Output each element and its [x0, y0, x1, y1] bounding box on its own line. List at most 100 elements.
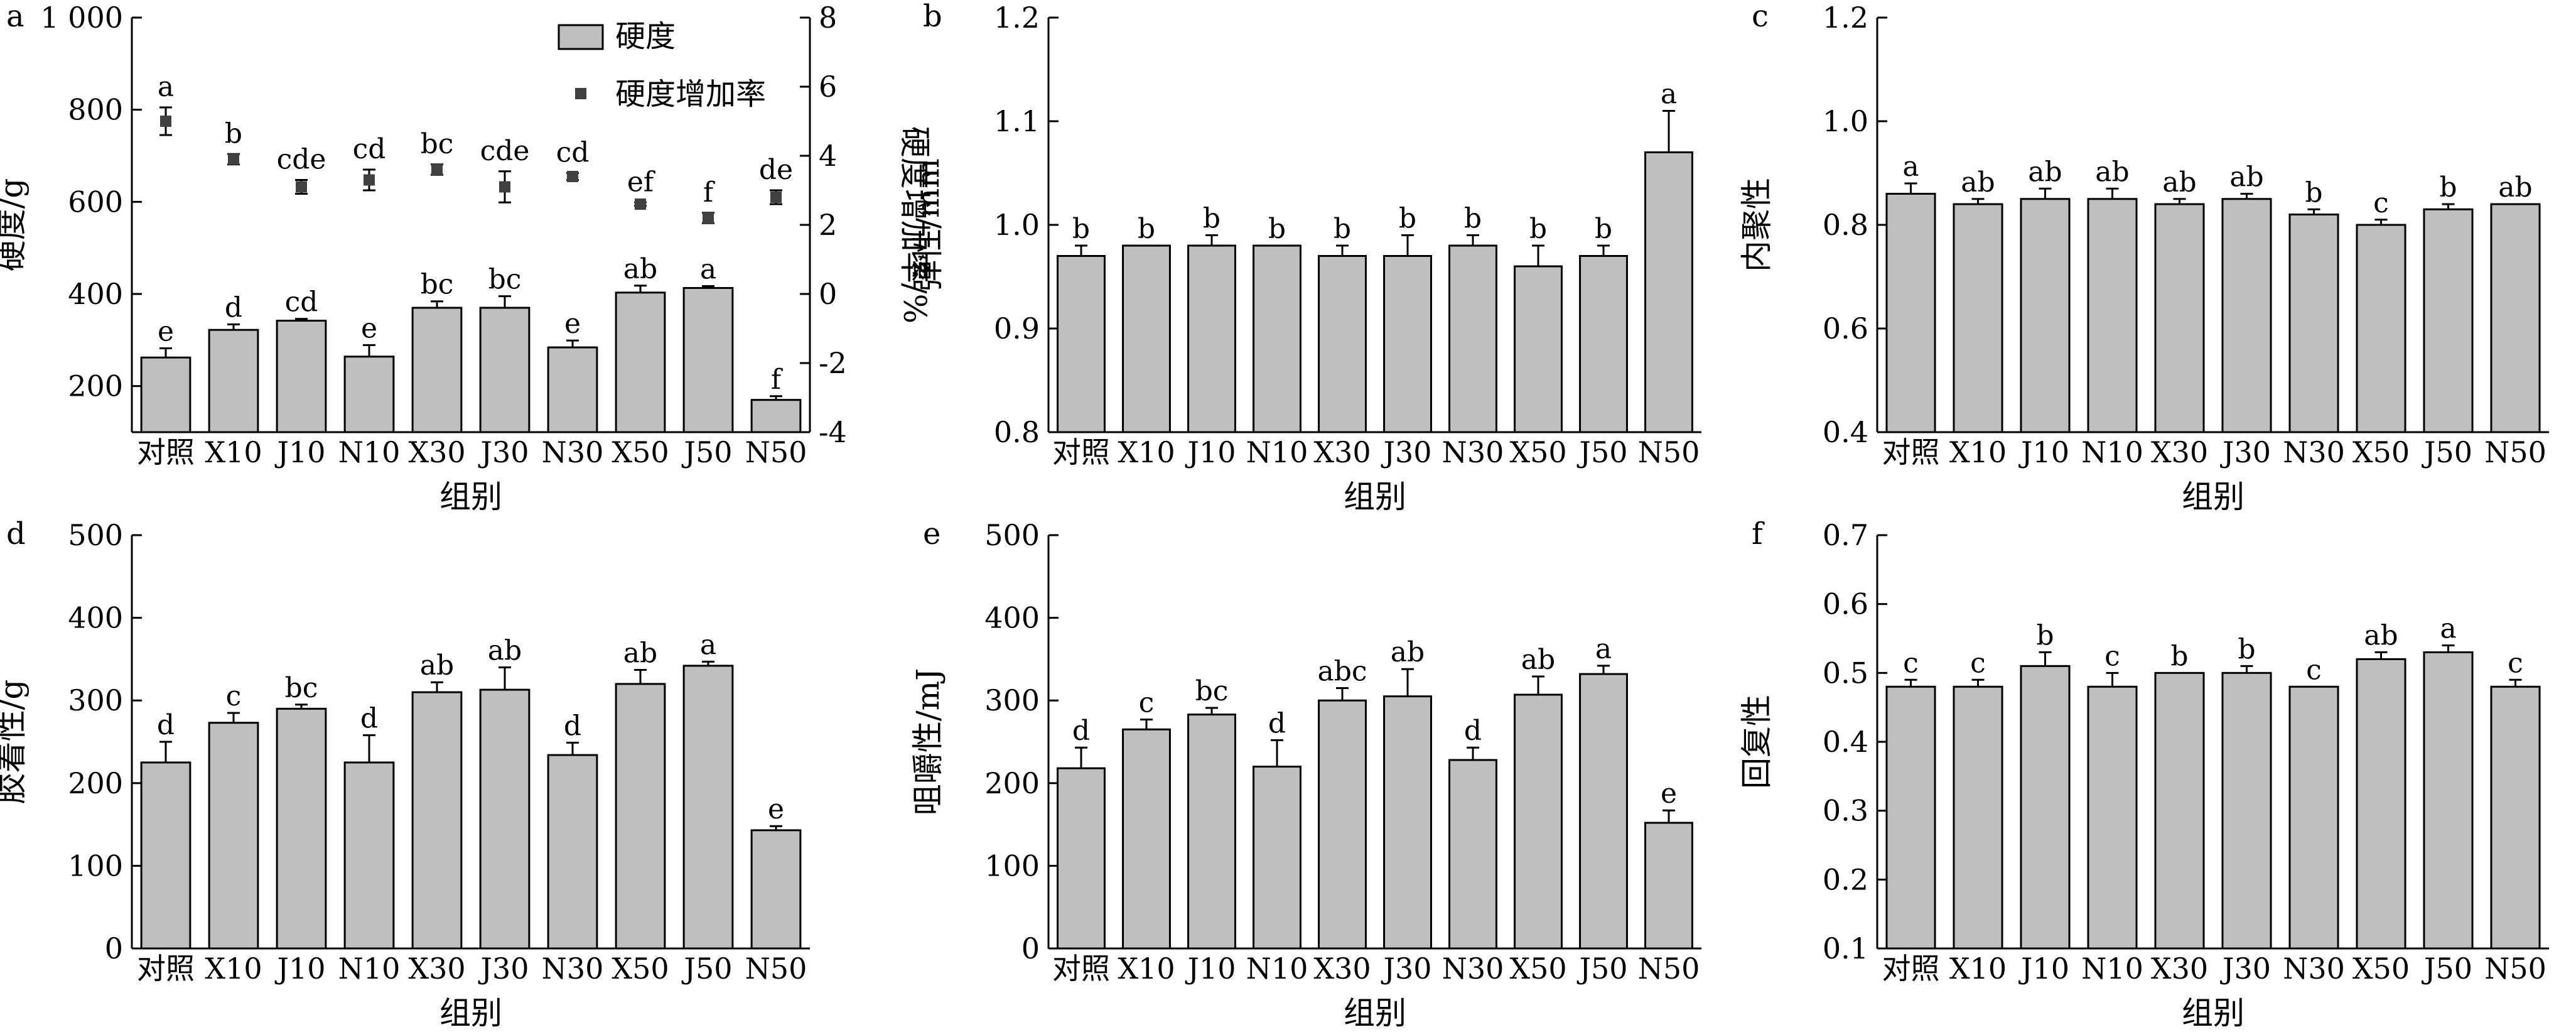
- x-tick-label: J50: [2422, 435, 2472, 469]
- significance-label: b: [1464, 203, 1482, 235]
- x-tick-label: N50: [745, 952, 807, 986]
- significance-label: a: [2440, 612, 2456, 644]
- y-tick-label: 500: [984, 518, 1040, 552]
- panel-e: 0 100 200 300 400 500 e 咀嚼性/mJ 组别 对照 d X10 c J10 bc N10…: [910, 516, 1701, 1031]
- bar: [1448, 244, 1497, 433]
- bar: [682, 286, 734, 433]
- bar: [1318, 699, 1367, 950]
- panel-d: 0 100 200 300 400 500 d 胶着性/g 组别 对照 d X10 c J10 bc N10 d…: [0, 516, 810, 1031]
- significance-label: d: [1464, 715, 1482, 747]
- y-tick-label: 1.1: [994, 104, 1040, 138]
- x-tick-label: X30: [1313, 952, 1371, 986]
- y-tick-label: 200: [68, 369, 123, 403]
- y-tick-label: 200: [68, 766, 123, 800]
- y-tick-label: 0.4: [1823, 415, 1868, 449]
- x-tick-label: J10: [275, 952, 326, 986]
- x-tick-label: X10: [1118, 952, 1175, 986]
- x-tick-label: N50: [745, 435, 807, 469]
- bar: [1383, 255, 1432, 433]
- y2-tick-label: 6: [819, 70, 837, 104]
- data-point: [499, 181, 510, 193]
- significance-label: ab: [623, 638, 657, 670]
- point-significance-label: cd: [353, 133, 386, 165]
- x-tick-label: X50: [1509, 435, 1566, 469]
- y2-axis-title: 硬度增加率/%: [897, 126, 933, 323]
- significance-label: e: [361, 312, 377, 344]
- legend-swatch-bar: [558, 24, 604, 50]
- x-tick-label: X30: [2151, 952, 2208, 986]
- data-point: [635, 198, 646, 210]
- panel-a: 200 400 600 800 1 000 a 硬度/g 组别 对照 e X10 d J10 cd N10 e…: [0, 0, 933, 515]
- bar: [2221, 198, 2272, 433]
- bar: [208, 722, 259, 950]
- x-tick-label: N10: [1246, 435, 1308, 469]
- y-tick-label: 0.5: [1823, 656, 1868, 690]
- bar: [1644, 151, 1693, 433]
- significance-label: c: [2508, 647, 2523, 679]
- panel-label: a: [6, 0, 24, 34]
- bar: [2020, 665, 2071, 950]
- x-tick-label: N50: [1638, 435, 1700, 469]
- y-tick-label: 1.2: [1823, 1, 1868, 35]
- x-tick-label: J10: [1185, 952, 1236, 986]
- x-tick-label: X50: [612, 952, 669, 986]
- panel-label: e: [923, 516, 940, 551]
- significance-label: c: [226, 680, 242, 712]
- y-tick-label: 1 000: [40, 1, 123, 35]
- bar: [1953, 685, 2003, 950]
- bar: [615, 291, 666, 433]
- significance-label: b: [1595, 213, 1612, 245]
- y-tick-label: 0.8: [994, 415, 1040, 449]
- bar: [411, 691, 463, 950]
- significance-label: abc: [1317, 655, 1367, 687]
- significance-label: b: [2170, 640, 2188, 672]
- x-tick-label: X10: [1118, 435, 1175, 469]
- y-tick-label: 0.2: [1823, 862, 1868, 896]
- significance-label: ab: [1961, 166, 1995, 198]
- y2-tick-label: 8: [819, 1, 837, 35]
- panel-label: f: [1752, 516, 1765, 551]
- bar: [1579, 673, 1628, 950]
- bar: [1383, 695, 1432, 950]
- significance-label: ab: [420, 649, 454, 682]
- x-tick-label: J50: [682, 435, 733, 469]
- bar: [1318, 255, 1367, 433]
- x-tick-label: N10: [2081, 435, 2143, 469]
- legend-swatch-point: [575, 88, 586, 99]
- x-tick-label: J50: [1577, 435, 1628, 469]
- bar: [2020, 198, 2071, 433]
- x-tick-label: N50: [2484, 435, 2546, 469]
- bar: [1579, 255, 1628, 433]
- y-tick-label: 400: [984, 601, 1040, 635]
- significance-label: ab: [2095, 156, 2129, 188]
- bar: [1057, 767, 1106, 950]
- bar: [1187, 714, 1236, 950]
- y-tick-label: 300: [68, 683, 123, 717]
- x-tick-label: J50: [682, 952, 733, 986]
- bar: [343, 356, 395, 433]
- x-tick-label: J30: [2220, 435, 2271, 469]
- bar: [479, 688, 531, 950]
- bar: [2154, 671, 2205, 950]
- x-tick-label: X30: [2151, 435, 2208, 469]
- x-tick-label: N10: [1246, 952, 1308, 986]
- bar: [411, 307, 463, 433]
- y-tick-label: 0.8: [1823, 208, 1868, 242]
- y2-tick-label: -4: [819, 415, 847, 449]
- significance-label: a: [1902, 151, 1919, 183]
- significance-label: b: [1203, 203, 1221, 235]
- y-axis-title: 内聚性: [1738, 178, 1775, 272]
- bar: [2288, 214, 2339, 433]
- x-tick-label: X30: [408, 952, 465, 986]
- significance-label: ab: [2162, 166, 2196, 198]
- x-tick-label: N10: [338, 435, 401, 469]
- significance-label: d: [157, 709, 175, 741]
- significance-label: d: [225, 291, 242, 323]
- y-tick-label: 0.9: [994, 312, 1040, 345]
- significance-label: b: [2439, 171, 2457, 204]
- panel-label: b: [923, 0, 942, 34]
- y-tick-label: 1.2: [994, 1, 1040, 35]
- significance-label: b: [1138, 213, 1155, 245]
- x-tick-label: N30: [542, 435, 604, 469]
- significance-label: ab: [623, 253, 657, 285]
